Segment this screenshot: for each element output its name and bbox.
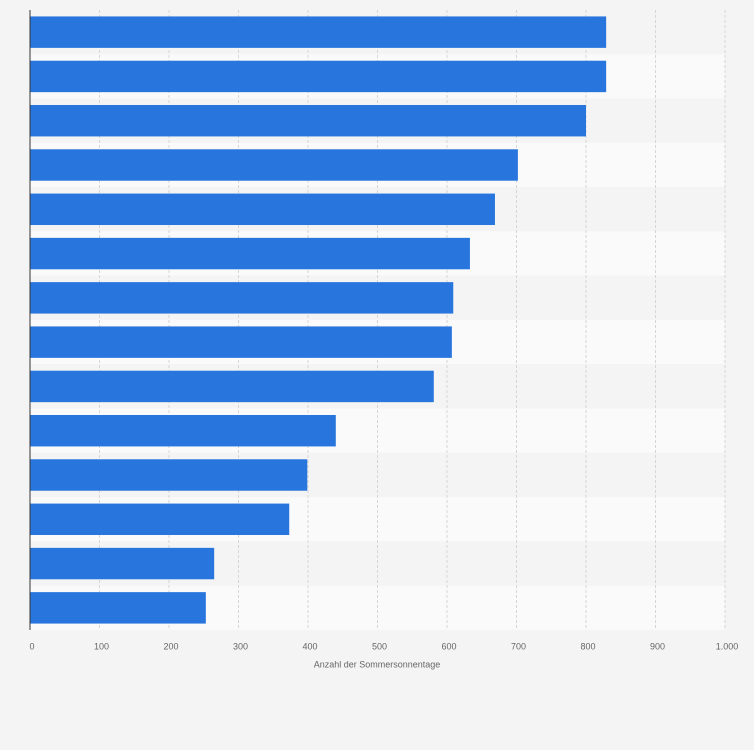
bar: [30, 104, 586, 137]
bar: [30, 326, 452, 358]
bar: [30, 459, 308, 491]
x-tick-label: 800: [580, 641, 595, 651]
bar: [30, 547, 215, 580]
bar: [30, 60, 607, 93]
x-tick-label: 600: [441, 641, 456, 651]
bar: [30, 370, 434, 403]
x-tick-label: 700: [511, 641, 526, 651]
bar: [30, 282, 454, 314]
bar: [30, 149, 518, 181]
bar: [30, 592, 206, 624]
x-tick-label: 100: [94, 641, 109, 651]
x-tick-label: 200: [163, 641, 178, 651]
x-tick-label: 1.000: [716, 641, 739, 651]
x-tick-label: 300: [233, 641, 248, 651]
x-tick-label: 500: [372, 641, 387, 651]
x-axis-label: Anzahl der Sommersonnentage: [314, 659, 441, 669]
bar: [30, 503, 290, 536]
bar: [30, 193, 495, 226]
bar: [30, 237, 470, 270]
bar: [30, 16, 607, 48]
x-tick-label: 0: [29, 641, 34, 651]
x-tick-label: 400: [302, 641, 317, 651]
x-tick-label: 900: [650, 641, 665, 651]
bar: [30, 414, 336, 447]
